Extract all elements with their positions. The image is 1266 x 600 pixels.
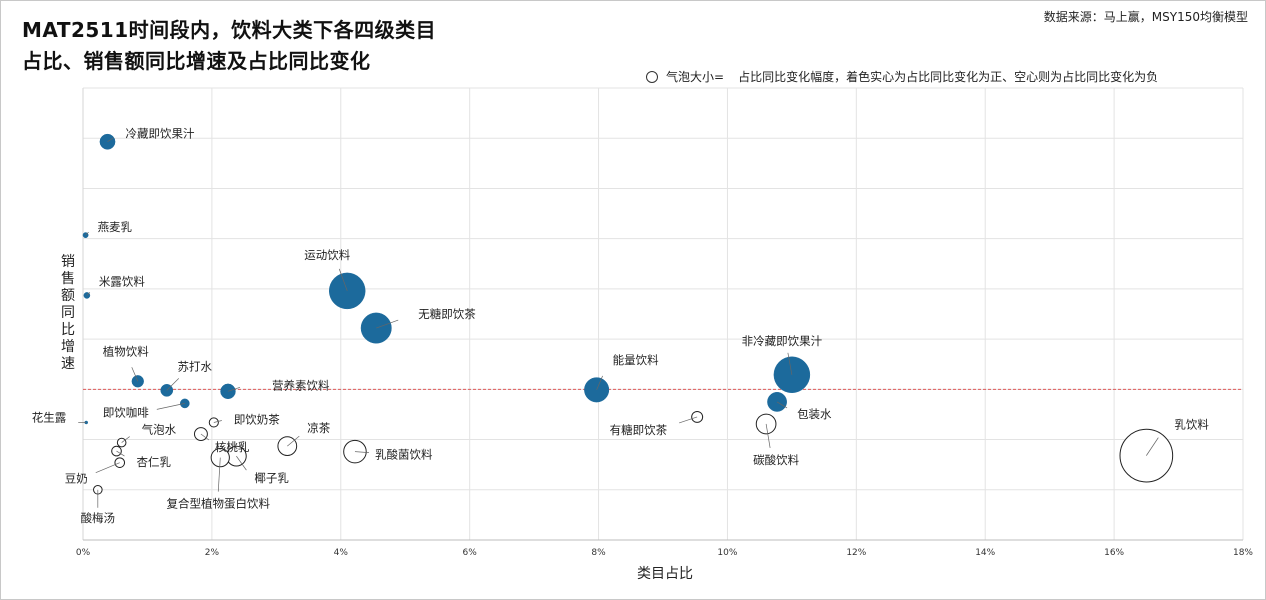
bubble-size-legend: 气泡大小= 占比同比变化幅度，着色实心为占比同比变化为正、空心则为占比同比变化为… [646, 68, 1158, 85]
x-tick-label: 12% [846, 548, 866, 558]
x-axis: 0% 2% 4% 6% 8% 10% 12% 14% 16% 18% [76, 539, 1253, 558]
leader-line [1146, 437, 1159, 456]
leader-line [287, 435, 300, 447]
point-label: 能量饮料 [613, 353, 659, 367]
bubble-杏仁乳 [111, 445, 122, 457]
point-label: 运动饮料 [304, 248, 350, 262]
point-label: 无糖即饮茶 [418, 307, 476, 321]
x-tick-label: 0% [76, 548, 91, 558]
x-tick-label: 14% [975, 548, 995, 558]
point-label: 冷藏即饮果汁 [125, 127, 194, 141]
leader-line [116, 450, 125, 457]
points [82, 133, 1174, 495]
x-tick-label: 18% [1233, 548, 1253, 558]
point-label: 燕麦乳 [98, 220, 133, 234]
leader-line [354, 451, 369, 453]
leader-line [776, 401, 788, 409]
chart-title: MAT2511时间段内，饮料大类下各四级类目 [22, 18, 437, 42]
point-label: 杏仁乳 [137, 455, 172, 469]
leader-line [765, 423, 771, 449]
legend-circle-icon [646, 70, 658, 83]
bubble-核桃乳 [193, 427, 208, 441]
x-tick-label: 4% [334, 548, 349, 558]
point-label: 即饮奶茶 [234, 412, 280, 426]
leader-line [679, 416, 698, 424]
leader-line [85, 231, 89, 236]
point-label: 植物饮料 [103, 344, 149, 358]
point-label: 椰子乳 [254, 471, 289, 485]
leader-line [131, 367, 139, 382]
leader-line [236, 455, 247, 471]
point-label: 豆奶 [65, 472, 88, 486]
point-label: 乳酸菌饮料 [375, 448, 433, 462]
point-label: 花生露 [32, 410, 67, 424]
point-label: 即饮咖啡 [103, 405, 149, 419]
point-label: 核桃乳 [215, 440, 250, 454]
point-label: 复合型植物蛋白饮料 [167, 497, 271, 511]
data-source: 数据来源：马上赢，MSY150均衡模型 [1043, 10, 1248, 24]
point-label: 营养素饮料 [272, 378, 330, 392]
x-tick-label: 2% [205, 548, 220, 558]
x-axis-label: 类目占比 [637, 566, 693, 582]
point-label: 凉茶 [307, 421, 330, 435]
point-label: 酸梅汤 [81, 511, 116, 525]
leader-line [338, 268, 348, 292]
x-tick-label: 10% [717, 548, 737, 558]
leader-line [95, 462, 120, 473]
leader-line [213, 420, 222, 423]
point-label: 非冷藏即饮果汁 [742, 334, 823, 348]
bubble-碳酸饮料 [755, 413, 777, 435]
chart-subtitle: 占比、销售额同比增速及占比同比变化 [22, 49, 371, 73]
leader-line [227, 387, 241, 392]
leader-line [156, 403, 185, 410]
leader-line [86, 292, 91, 296]
x-tick-label: 6% [463, 548, 478, 558]
point-label: 气泡水 [142, 423, 177, 437]
bubble-气泡水 [116, 437, 127, 448]
leader-line [166, 378, 180, 391]
point-label: 包装水 [797, 407, 832, 421]
point-label: 米露饮料 [99, 274, 145, 288]
leader-line [217, 457, 221, 492]
leader-line [107, 137, 114, 143]
x-tick-label: 16% [1104, 548, 1124, 558]
legend-text: 占比同比变化幅度，着色实心为占比同比变化为正、空心则为占比同比变化为负 [738, 70, 1159, 84]
y-axis-label: 销售额同比增速 [61, 254, 75, 372]
leader-line [787, 352, 793, 375]
x-tick-label: 8% [591, 548, 606, 558]
point-label: 碳酸饮料 [753, 453, 799, 467]
point-label: 乳饮料 [1174, 418, 1209, 432]
leader-line [376, 319, 399, 329]
legend-key: 气泡大小= [666, 70, 725, 84]
point-label: 苏打水 [178, 359, 213, 373]
bubble-有糖即饮茶 [691, 410, 704, 423]
point-label: 有糖即饮茶 [610, 423, 668, 437]
leader-line [121, 436, 130, 443]
leader-line [200, 433, 210, 441]
leader-line [596, 375, 603, 390]
